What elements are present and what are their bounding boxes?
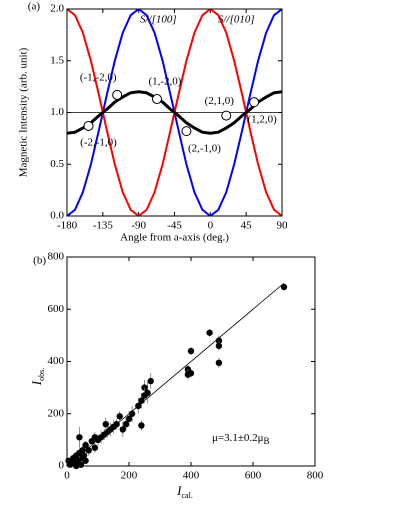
data-point xyxy=(187,370,195,377)
data-point xyxy=(215,342,223,350)
series-label: S//[010] xyxy=(218,14,255,26)
x-tick-label: 800 xyxy=(307,470,324,482)
y-tick-label: 1.0 xyxy=(50,106,64,118)
annotation: μ=3.1±0.2μB xyxy=(212,432,270,447)
point-label: (2,1,0) xyxy=(205,95,235,107)
y-axis-label-main: I xyxy=(29,380,44,386)
series-line xyxy=(67,90,282,135)
x-axis-label: Ical. xyxy=(176,483,193,500)
y-axis-label-sub: obs. xyxy=(37,368,46,381)
data-point xyxy=(187,347,195,355)
panel-label: (a) xyxy=(28,1,41,13)
x-tick-label: -180 xyxy=(57,220,78,232)
y-axis-label: Magnetic Intensity (arb. unit) xyxy=(18,47,30,177)
x-tick-label: 400 xyxy=(183,470,200,482)
reflection-point xyxy=(151,94,162,105)
data-point xyxy=(116,413,123,420)
x-tick-label: 45 xyxy=(241,220,253,232)
data-point xyxy=(138,422,145,429)
data-point xyxy=(128,410,136,417)
data-point xyxy=(215,359,223,367)
y-tick-label: 200 xyxy=(48,407,65,419)
data-point xyxy=(76,434,83,441)
y-tick-label: 400 xyxy=(48,355,65,367)
reflection-point xyxy=(112,89,123,100)
point-label: (-1,-2,0) xyxy=(80,71,117,83)
y-tick-label: 600 xyxy=(48,303,65,315)
x-axis-label-main: I xyxy=(176,483,182,498)
point-label: (1,-2,0) xyxy=(148,76,181,88)
x-tick-label: 600 xyxy=(245,470,262,482)
y-tick-label: 0 xyxy=(59,460,65,472)
x-axis-label-sub: cal. xyxy=(182,491,193,500)
data-point xyxy=(280,283,288,291)
y-tick-label: 0.0 xyxy=(50,210,64,222)
x-tick-label: -45 xyxy=(167,220,182,232)
data-point xyxy=(88,437,96,445)
y-tick-label: 1.5 xyxy=(50,54,64,66)
x-tick-label: 90 xyxy=(277,220,289,232)
data-point xyxy=(125,415,133,423)
point-label: (1,2,0) xyxy=(247,114,277,126)
annotation-main: μ=3.1±0.2μ xyxy=(212,432,264,444)
point-label: (-2,-1,0) xyxy=(80,136,117,148)
point-label: (2,-1,0) xyxy=(188,143,221,155)
y-tick-label: 800 xyxy=(48,251,65,263)
reflection-point xyxy=(249,97,260,108)
reflection-point xyxy=(221,110,232,121)
data-point xyxy=(82,457,89,464)
data-point xyxy=(65,457,72,464)
x-tick-label: -135 xyxy=(93,220,114,232)
y-tick-label: 0.5 xyxy=(50,158,64,170)
x-tick-label: -90 xyxy=(131,220,146,232)
x-tick-label: 200 xyxy=(121,470,138,482)
y-axis-label: Iobs. xyxy=(29,368,46,386)
plot-frame xyxy=(66,8,283,217)
data-point xyxy=(91,444,99,451)
annotation-sub: B xyxy=(264,436,270,446)
data-point xyxy=(138,397,145,404)
series-label: S//[100] xyxy=(140,14,177,26)
data-point xyxy=(147,377,154,385)
x-tick-label: 0 xyxy=(64,470,70,482)
panel-label: (b) xyxy=(33,255,46,267)
plot-frame xyxy=(66,256,316,467)
data-point xyxy=(119,426,127,433)
data-point xyxy=(82,441,89,449)
reflection-point xyxy=(83,120,94,131)
data-point xyxy=(206,329,213,336)
data-point xyxy=(122,421,130,428)
data-point xyxy=(141,392,148,399)
data-point xyxy=(215,337,223,344)
data-point xyxy=(102,421,109,428)
data-point xyxy=(135,402,142,410)
x-axis-label: Angle from a-axis (deg.) xyxy=(120,232,229,244)
data-point xyxy=(85,447,92,454)
x-tick-label: 0 xyxy=(208,220,214,232)
reflection-point xyxy=(181,126,192,137)
y-tick-label: 2.0 xyxy=(50,3,64,15)
